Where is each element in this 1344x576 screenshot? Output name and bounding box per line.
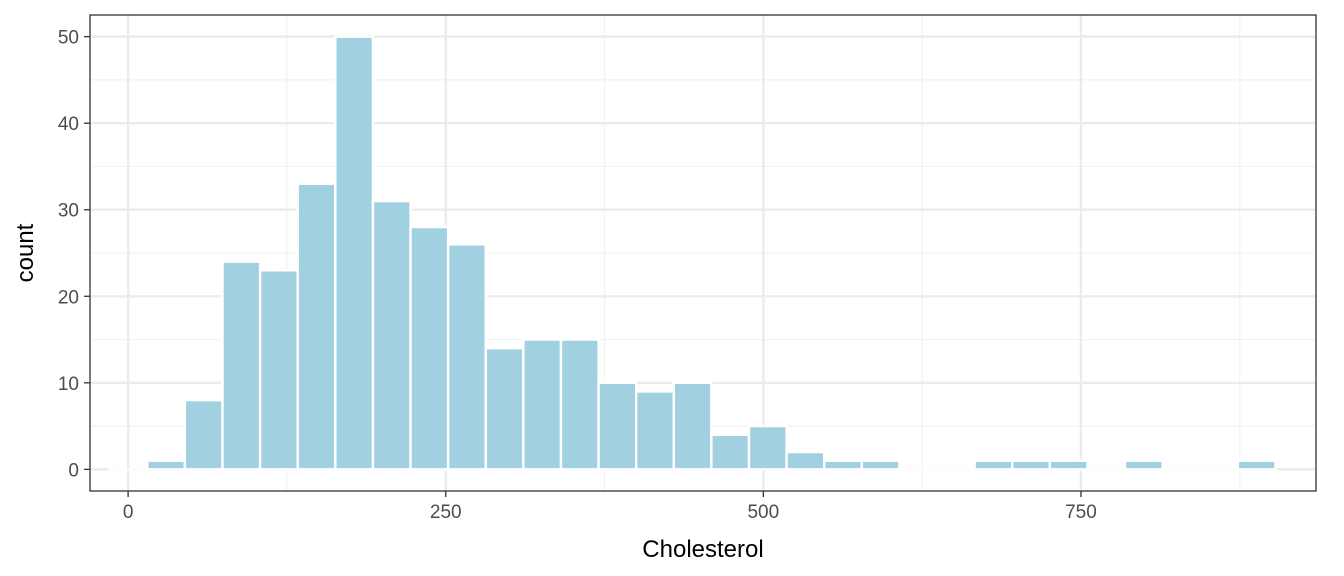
histogram-bar bbox=[446, 243, 487, 471]
x-tick-label: 250 bbox=[430, 502, 462, 523]
x-tick-label: 750 bbox=[1065, 502, 1097, 523]
histogram-bar bbox=[634, 390, 675, 471]
histogram-bar bbox=[1236, 459, 1277, 471]
histogram-bar bbox=[221, 260, 262, 471]
y-tick-label: 50 bbox=[58, 28, 79, 49]
histogram-bar bbox=[672, 381, 713, 471]
histogram-bar bbox=[597, 381, 638, 471]
bars-layer bbox=[108, 35, 1277, 471]
panel-border bbox=[89, 14, 1317, 492]
histogram-bar bbox=[296, 182, 337, 471]
histogram-bar bbox=[484, 347, 525, 471]
histogram-bar bbox=[710, 433, 751, 471]
histogram-bar bbox=[1011, 459, 1052, 471]
y-tick-label: 0 bbox=[68, 460, 79, 481]
histogram-bar bbox=[559, 338, 600, 471]
histogram-bar bbox=[1048, 459, 1089, 471]
y-axis-title: count bbox=[12, 223, 39, 282]
x-tick-label: 500 bbox=[747, 502, 779, 523]
y-tick-label: 30 bbox=[58, 201, 79, 222]
y-tick-label: 40 bbox=[58, 114, 79, 135]
axis-layer: 0 250 500 750 0 10 20 30 40 50 bbox=[58, 28, 1097, 523]
histogram-bar bbox=[371, 199, 412, 471]
y-tick-label: 10 bbox=[58, 374, 79, 395]
x-axis-title: Cholesterol bbox=[642, 536, 763, 563]
histogram-bar bbox=[183, 398, 224, 471]
histogram-bar bbox=[860, 459, 901, 471]
histogram-bar bbox=[334, 35, 375, 471]
histogram-bar bbox=[146, 459, 187, 471]
histogram-bar bbox=[823, 459, 864, 471]
histogram-bar bbox=[785, 450, 826, 471]
histogram-bar bbox=[258, 269, 299, 471]
histogram-bar bbox=[747, 424, 788, 471]
y-tick-label: 20 bbox=[58, 287, 79, 308]
x-tick-label: 0 bbox=[123, 502, 134, 523]
histogram-bar bbox=[1123, 459, 1164, 471]
histogram-bar bbox=[522, 338, 563, 471]
histogram-bar bbox=[973, 459, 1014, 471]
histogram-bar bbox=[409, 225, 450, 471]
